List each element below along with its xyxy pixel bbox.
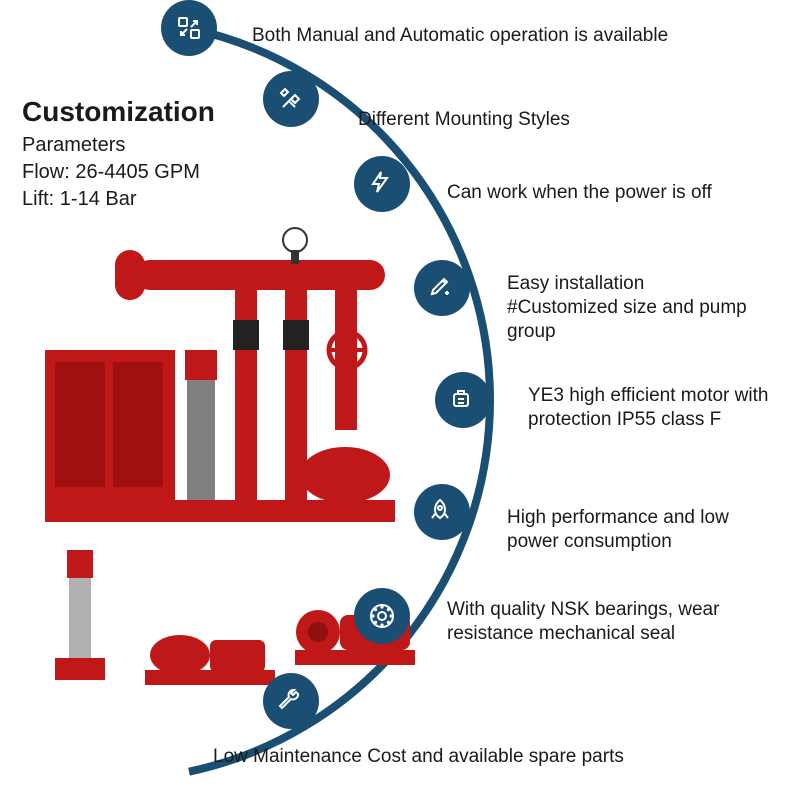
feature-label-3: Easy installation #Customized size and p… [507,272,747,343]
flow-spec: Flow: 26-4405 GPM [22,159,215,186]
feature-label-2: Can work when the power is off [447,181,717,205]
feature-label-0: Both Manual and Automatic operation is a… [252,24,782,48]
title-block: Customization Parameters Flow: 26-4405 G… [22,96,215,213]
parameters-label: Parameters [22,132,215,159]
feature-label-6: With quality NSK bearings, wear resistan… [447,598,727,646]
customization-title: Customization [22,96,215,128]
lift-spec: Lift: 1-14 Bar [22,186,215,213]
pump-horizontal-small-1 [140,620,280,690]
motor-icon [435,372,491,428]
pump-system-main [35,220,405,530]
rocket-icon [414,484,470,540]
wrench-icon [263,673,319,729]
pump-vertical-small [45,545,115,685]
swap-icon [161,0,217,56]
feature-label-7: Low Maintenance Cost and available spare… [213,745,773,769]
bearing-icon [354,588,410,644]
feature-label-4: YE3 high efficient motor with protection… [528,384,778,432]
tools-icon [263,71,319,127]
bolt-icon [354,156,410,212]
feature-label-1: Different Mounting Styles [358,108,778,132]
edit-icon [414,260,470,316]
feature-label-5: High performance and low power consumpti… [507,506,767,554]
